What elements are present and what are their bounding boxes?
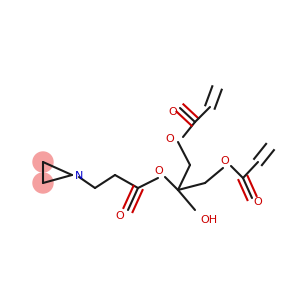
Text: O: O [154,166,164,176]
Text: O: O [220,156,230,166]
Text: O: O [254,197,262,207]
Text: N: N [75,171,83,181]
Text: OH: OH [200,215,218,225]
Circle shape [33,152,53,172]
Circle shape [33,173,53,193]
Text: O: O [116,211,124,221]
Text: O: O [166,134,174,144]
Text: O: O [169,107,177,117]
